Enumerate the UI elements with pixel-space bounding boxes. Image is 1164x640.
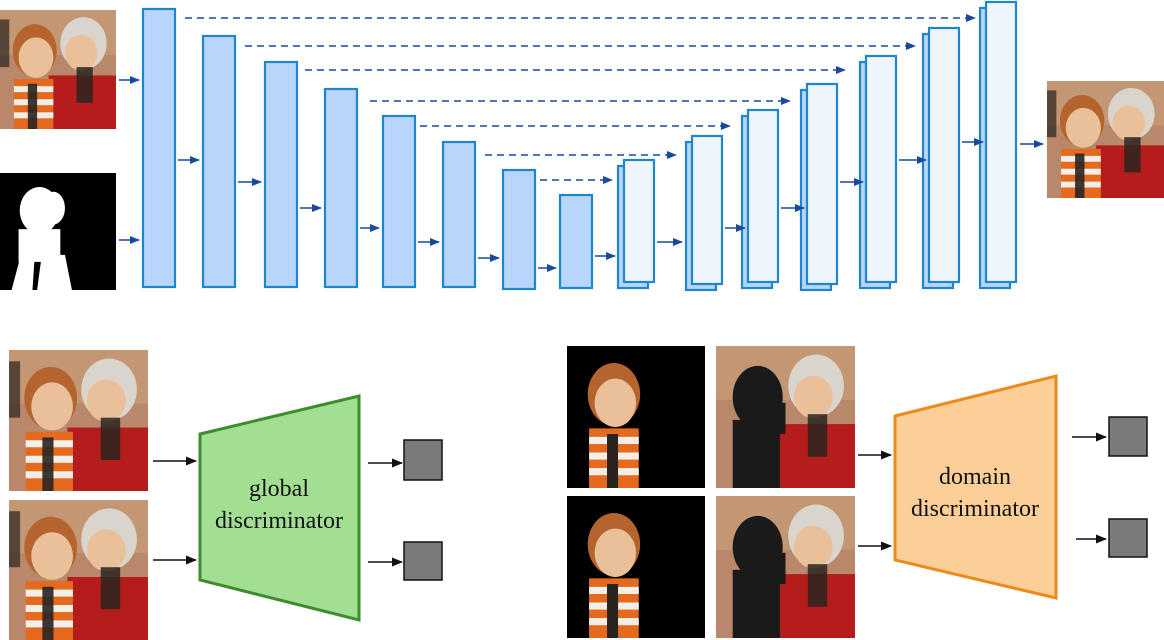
encoder-block-7 xyxy=(501,168,537,291)
forward-arrows xyxy=(119,76,1044,272)
domain-output-score-1 xyxy=(1108,416,1148,457)
harmonized-photo-icon xyxy=(9,500,148,640)
domain-input-background-1 xyxy=(716,346,855,488)
global-input-real xyxy=(9,350,148,491)
domain-discriminator-label-line1: domain xyxy=(939,464,1011,490)
generator-network xyxy=(0,0,1164,292)
decoder-blocks xyxy=(616,0,1018,292)
global-output-score-2 xyxy=(403,541,443,581)
output-image xyxy=(1047,81,1164,198)
background-only-photo-icon xyxy=(716,496,855,638)
encoder-block-4 xyxy=(323,87,359,289)
global-discriminator-label-line1: global xyxy=(249,476,309,502)
global-input-fake xyxy=(9,500,148,640)
composite-photo-icon xyxy=(9,350,148,491)
decoder-block-5 xyxy=(858,54,898,290)
domain-input-foreground-2 xyxy=(567,496,705,638)
encoder-block-2 xyxy=(201,34,237,289)
decoder-block-2 xyxy=(684,134,724,292)
input-image xyxy=(0,10,116,129)
global-output-score-1 xyxy=(403,439,443,481)
encoder-block-5 xyxy=(381,114,417,289)
composite-photo-icon xyxy=(0,10,116,129)
skip-connections xyxy=(185,14,976,184)
domain-output-score-2 xyxy=(1108,518,1148,558)
encoder-block-6 xyxy=(441,140,477,289)
encoder-block-8 xyxy=(558,193,594,290)
foreground-only-photo-icon xyxy=(567,496,705,638)
encoder-block-3 xyxy=(263,60,299,289)
decoder-block-4 xyxy=(799,82,839,292)
global-discriminator xyxy=(198,394,361,622)
background-only-photo-icon xyxy=(716,346,855,488)
global-discriminator-section: global discriminator xyxy=(9,350,443,640)
decoder-block-1 xyxy=(616,158,656,290)
decoder-block-6 xyxy=(921,26,961,290)
domain-input-background-2 xyxy=(716,496,855,638)
harmonized-photo-icon xyxy=(1047,81,1164,198)
global-discriminator-label-line2: discriminator xyxy=(215,508,343,534)
encoder-block-1 xyxy=(141,7,177,289)
domain-discriminator-section: domain discriminator xyxy=(567,346,1148,638)
input-mask xyxy=(0,173,116,290)
foreground-only-photo-icon xyxy=(567,346,705,488)
domain-discriminator xyxy=(893,374,1058,600)
encoder-blocks xyxy=(141,7,594,291)
foreground-mask-icon xyxy=(0,173,116,290)
decoder-block-3 xyxy=(740,108,780,290)
domain-discriminator-label-line2: discriminator xyxy=(911,496,1039,522)
domain-input-foreground-1 xyxy=(567,346,705,488)
decoder-block-7 xyxy=(978,0,1018,290)
